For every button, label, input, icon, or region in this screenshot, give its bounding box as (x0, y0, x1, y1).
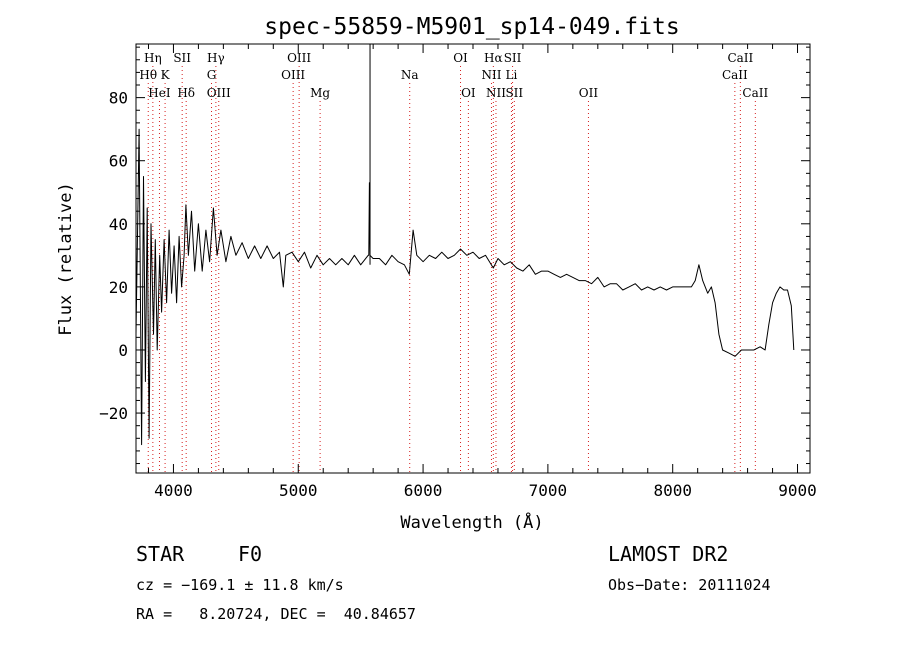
line-label: SII (504, 51, 522, 65)
y-tick-label: 20 (109, 278, 128, 297)
line-label: Hγ (207, 51, 225, 65)
line-label: CaII (727, 51, 753, 65)
y-axis-ticks: −20 0 20 40 60 80 (99, 46, 810, 465)
line-label: CaII (722, 68, 748, 82)
line-label: Mg (310, 86, 330, 100)
object-subclass: F0 (238, 542, 263, 566)
flux-series-line (135, 128, 795, 446)
ra-dec: RA = 8.20724, DEC = 40.84657 (136, 605, 416, 623)
line-label: SII (173, 51, 191, 65)
x-axis-label: Wavelength (Å) (400, 511, 543, 533)
line-labels: HηHθHeIKSIIHδHγGOIIIOIIIOIIIMgNaOIOIHαNI… (139, 51, 768, 100)
x-tick-label: 9000 (778, 481, 817, 500)
line-label: OIII (287, 51, 311, 65)
line-label: HeI (148, 86, 171, 100)
line-label: Hη (144, 51, 162, 65)
y-axis-label: Flux (relative) (56, 182, 76, 336)
line-label: OII (579, 86, 599, 100)
y-tick-label: −20 (99, 404, 128, 423)
y-tick-label: 60 (109, 152, 128, 171)
line-label: NII (481, 68, 501, 82)
x-tick-label: 4000 (154, 481, 193, 500)
y-tick-label: 0 (118, 341, 128, 360)
line-label: OI (461, 86, 476, 100)
line-markers (147, 66, 756, 473)
line-label: CaII (742, 86, 768, 100)
line-label: Hδ (177, 86, 195, 100)
line-label: NII (486, 86, 506, 100)
line-label: Li (506, 68, 518, 82)
line-label: OI (453, 51, 468, 65)
y-tick-label: 80 (109, 89, 128, 108)
object-class: STAR (136, 542, 185, 566)
x-tick-label: 6000 (404, 481, 443, 500)
line-label: G (207, 68, 217, 82)
x-tick-label: 8000 (653, 481, 692, 500)
x-axis-ticks: 4000 5000 6000 7000 8000 9000 (147, 44, 817, 500)
line-label: OIII (281, 68, 305, 82)
x-tick-label: 7000 (529, 481, 568, 500)
line-label: SII (505, 86, 523, 100)
line-label: OIII (207, 86, 231, 100)
obs-date: Obs−Date: 20111024 (608, 576, 771, 594)
survey-name: LAMOST DR2 (608, 542, 729, 566)
redshift-cz: cz = −169.1 ± 11.8 km/s (136, 576, 344, 594)
line-label: Hα (484, 51, 503, 65)
plot-frame (135, 43, 811, 474)
line-label: Hθ (139, 68, 157, 82)
line-label: Na (401, 68, 419, 82)
chart-title: spec-55859-M5901_sp14-049.fits (264, 14, 679, 40)
y-tick-label: 40 (109, 215, 128, 234)
x-tick-label: 5000 (279, 481, 318, 500)
line-label: K (161, 68, 171, 82)
